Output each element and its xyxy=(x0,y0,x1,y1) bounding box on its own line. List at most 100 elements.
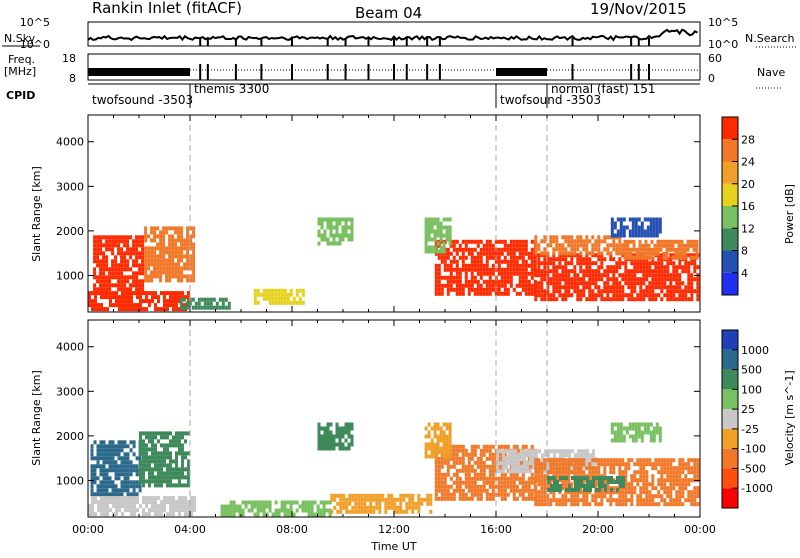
velocity-cell xyxy=(253,512,257,517)
velocity-cell xyxy=(117,452,121,457)
velocity-cell xyxy=(636,498,640,503)
velocity-cell xyxy=(681,466,685,471)
power-cell xyxy=(656,251,660,256)
power-cell xyxy=(112,303,115,308)
power-cell xyxy=(626,255,630,260)
velocity-cell xyxy=(624,498,628,503)
power-cell xyxy=(476,279,480,284)
velocity-cell xyxy=(497,464,501,469)
velocity-cell xyxy=(338,438,342,443)
power-cell xyxy=(585,281,589,286)
power-cell xyxy=(669,257,673,262)
velocity-cell xyxy=(559,453,562,458)
power-cell xyxy=(650,239,654,244)
velocity-cell xyxy=(583,476,586,480)
velocity-cell xyxy=(160,471,163,476)
velocity-cell xyxy=(576,494,580,499)
power-cell xyxy=(136,291,139,296)
velocity-cell xyxy=(631,434,635,439)
power-cell xyxy=(160,291,163,296)
velocity-cell xyxy=(317,442,321,447)
power-cell xyxy=(434,291,438,296)
velocity-cell xyxy=(166,512,169,517)
power-cell xyxy=(189,226,193,231)
velocity-cell xyxy=(607,476,610,480)
power-cell xyxy=(141,259,145,264)
velocity-cell xyxy=(634,430,638,435)
velocity-cell xyxy=(289,500,293,505)
velocity-region xyxy=(139,431,190,488)
power-cell xyxy=(579,277,583,282)
velocity-cell xyxy=(467,480,471,485)
velocity-cell xyxy=(592,461,595,466)
power-cell xyxy=(555,243,559,248)
power-cell xyxy=(603,257,607,262)
velocity-cell xyxy=(127,508,130,513)
velocity-cell xyxy=(502,457,505,462)
power-cell xyxy=(332,225,336,230)
power-cell xyxy=(594,277,598,282)
power-cell xyxy=(452,239,456,244)
power-cell xyxy=(174,226,178,231)
power-cell xyxy=(159,258,163,263)
velocity-cell xyxy=(556,484,559,488)
power-cell xyxy=(644,251,648,256)
velocity-cell xyxy=(163,496,166,501)
power-cell xyxy=(628,233,632,238)
power-cell xyxy=(347,225,351,230)
power-cell xyxy=(479,267,483,272)
power-cell xyxy=(103,291,106,296)
power-cell xyxy=(615,265,619,270)
velocity-cell xyxy=(338,442,342,447)
power-cell xyxy=(115,303,118,308)
power-cell xyxy=(546,293,550,298)
power-cell xyxy=(350,229,354,234)
power-cell xyxy=(626,243,630,248)
velocity-cell xyxy=(148,479,151,484)
power-cell xyxy=(135,247,139,252)
power-cell xyxy=(189,242,193,247)
velocity-cell xyxy=(283,504,287,509)
velocity-cell xyxy=(369,493,373,498)
velocity-cell xyxy=(636,502,640,507)
velocity-cell xyxy=(326,426,330,431)
velocity-cell xyxy=(532,461,535,466)
power-cell xyxy=(534,273,538,278)
velocity-cell xyxy=(105,492,109,497)
velocity-cell xyxy=(280,500,284,505)
power-cell xyxy=(576,281,580,286)
velocity-cell xyxy=(329,446,333,451)
power-cell xyxy=(660,273,664,278)
velocity-cell xyxy=(448,422,452,427)
velocity-cell xyxy=(372,497,376,502)
power-cell xyxy=(518,263,522,268)
power-cell xyxy=(555,257,559,262)
velocity-cell xyxy=(384,509,388,514)
power-cell xyxy=(616,217,620,222)
velocity-cell xyxy=(427,446,431,451)
nave-tick-bottom: 0 xyxy=(708,72,715,85)
power-cell xyxy=(561,235,565,240)
velocity-cell xyxy=(675,466,679,471)
velocity-cell xyxy=(126,464,130,469)
power-cell xyxy=(317,241,321,246)
power-cell xyxy=(582,281,586,286)
velocity-cell xyxy=(427,442,431,447)
power-region xyxy=(93,235,145,292)
power-cell xyxy=(621,273,625,278)
velocity-cell xyxy=(458,492,462,497)
velocity-cell xyxy=(461,496,465,501)
power-cell xyxy=(497,247,501,252)
power-cell xyxy=(162,262,166,267)
power-cell xyxy=(449,267,453,272)
velocity-cell xyxy=(636,470,640,475)
power-cell xyxy=(689,255,693,260)
velocity-cell xyxy=(610,438,614,443)
velocity-cell xyxy=(657,470,661,475)
velocity-cell xyxy=(561,486,565,491)
velocity-cell xyxy=(262,504,266,509)
power-cell xyxy=(655,229,659,234)
velocity-cell xyxy=(366,493,370,498)
power-cell xyxy=(651,293,655,298)
power-cell xyxy=(630,281,634,286)
